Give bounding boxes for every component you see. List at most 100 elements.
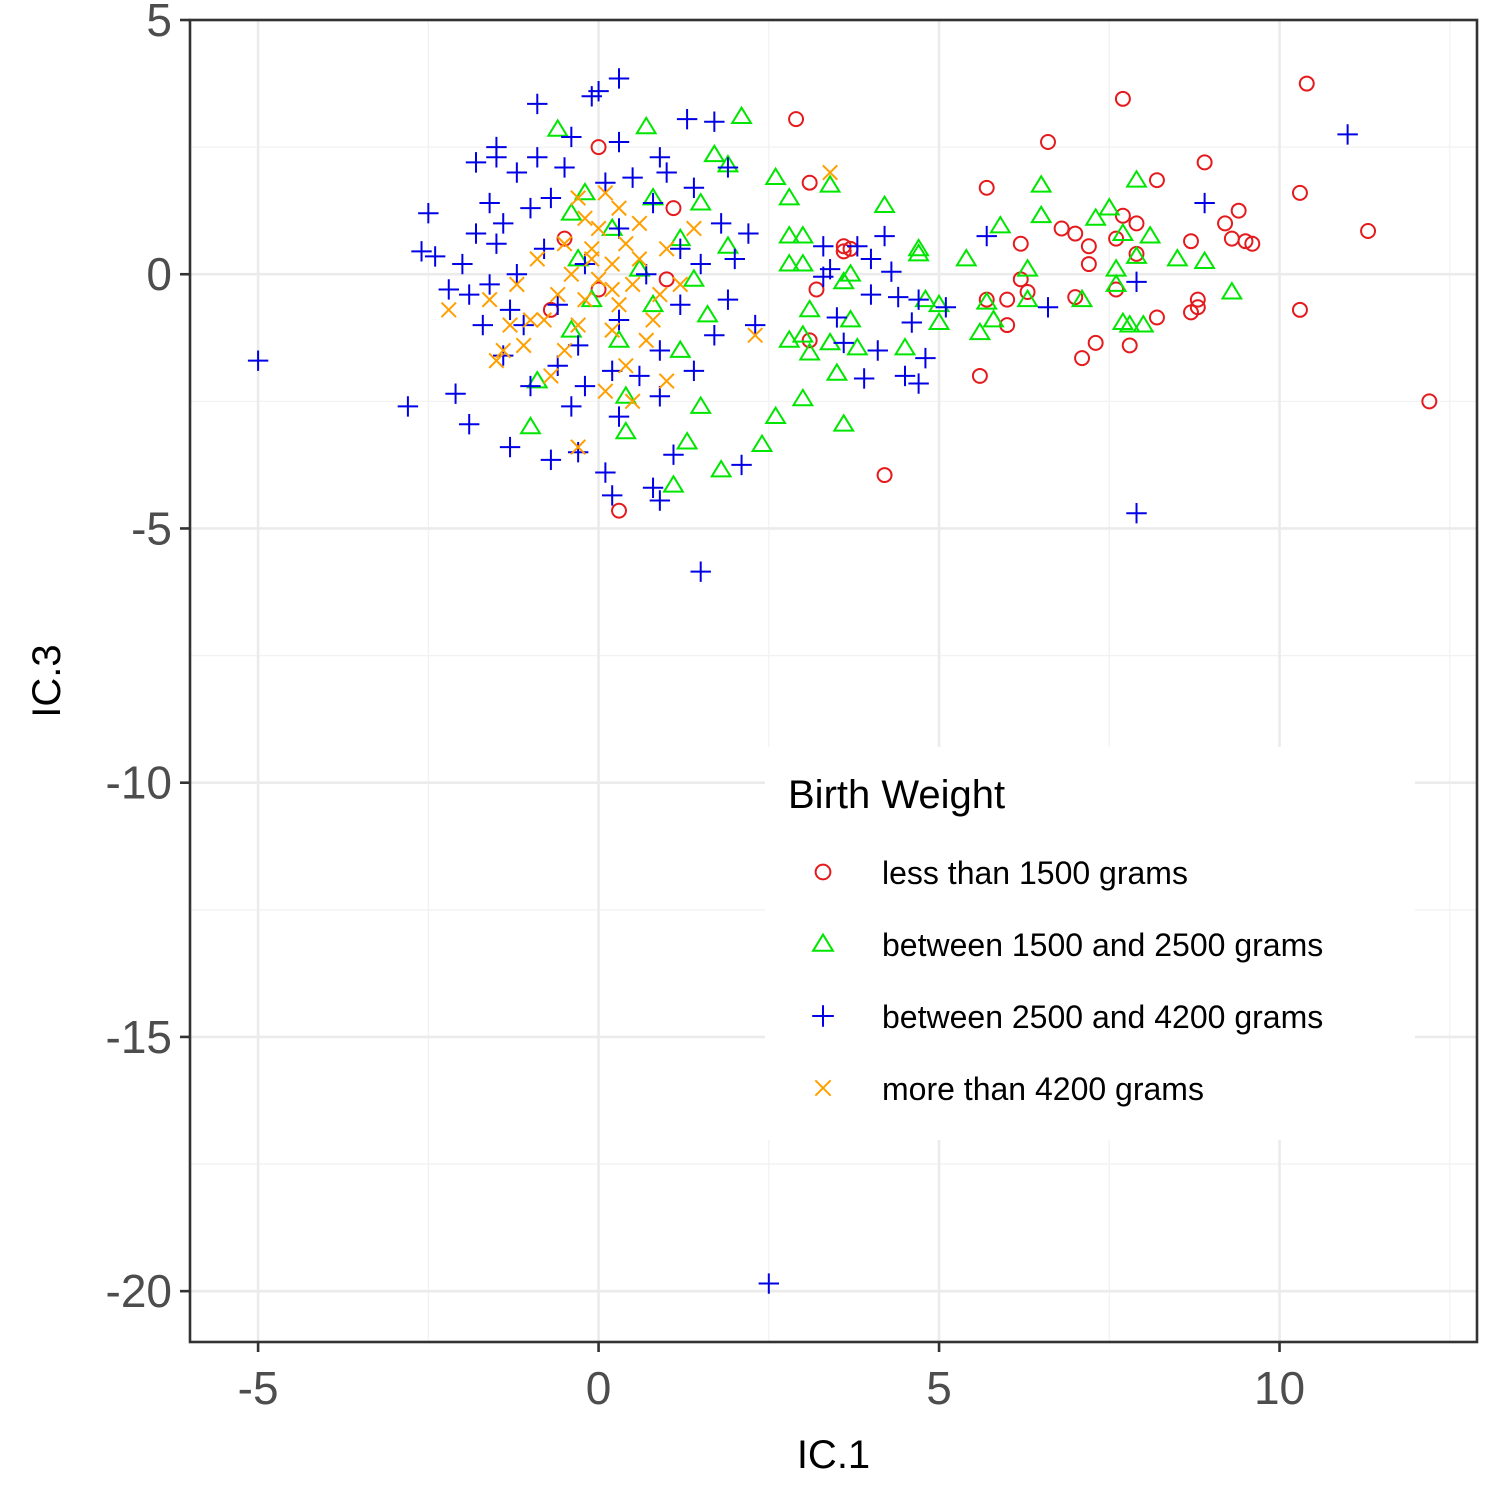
data-point xyxy=(658,271,675,288)
data-point xyxy=(978,179,995,196)
data-point xyxy=(499,299,521,321)
data-point xyxy=(656,162,677,183)
data-point xyxy=(1291,184,1308,201)
data-point xyxy=(561,396,582,417)
data-point xyxy=(440,301,457,318)
data-point xyxy=(778,187,801,206)
data-point xyxy=(635,115,658,135)
data-point xyxy=(1098,197,1121,216)
data-point xyxy=(860,248,882,270)
x-tick-label: -5 xyxy=(238,1362,279,1414)
legend-title: Birth Weight xyxy=(788,773,1005,817)
data-point xyxy=(608,131,630,153)
data-point xyxy=(649,147,671,168)
data-point xyxy=(813,236,834,257)
data-point xyxy=(976,225,997,247)
data-point xyxy=(791,387,815,407)
data-point xyxy=(881,261,902,282)
data-point xyxy=(1138,225,1162,244)
data-point xyxy=(1067,289,1084,306)
data-point xyxy=(560,202,583,221)
data-point xyxy=(744,314,766,336)
data-point xyxy=(508,276,525,293)
data-point xyxy=(710,213,732,234)
data-point xyxy=(798,342,821,361)
data-point xyxy=(1337,124,1358,145)
legend-key-circle xyxy=(814,863,832,881)
data-point xyxy=(622,167,643,188)
series-triangle xyxy=(519,105,1244,493)
data-point xyxy=(672,276,689,293)
data-point xyxy=(717,157,739,178)
data-point xyxy=(520,197,541,219)
data-point xyxy=(547,355,568,376)
data-point xyxy=(822,164,839,181)
data-point xyxy=(573,182,597,201)
data-point xyxy=(1087,334,1104,351)
data-point xyxy=(560,319,583,338)
legend-key-plus xyxy=(812,1005,834,1027)
data-point xyxy=(1194,192,1215,214)
data-point xyxy=(731,454,752,476)
data-point xyxy=(1030,174,1053,193)
data-point xyxy=(1193,250,1216,269)
data-point xyxy=(1126,503,1147,524)
data-point xyxy=(595,172,616,193)
data-point xyxy=(788,111,805,128)
data-point xyxy=(874,225,895,247)
data-point xyxy=(1070,288,1094,308)
data-point xyxy=(670,238,691,260)
data-point xyxy=(658,373,675,389)
data-point xyxy=(499,436,521,458)
data-point xyxy=(662,474,685,493)
data-point xyxy=(839,263,862,282)
data-point xyxy=(617,235,634,252)
data-point xyxy=(540,187,562,209)
data-point xyxy=(611,200,627,217)
data-point xyxy=(1108,230,1125,247)
data-point xyxy=(1183,233,1199,250)
data-point xyxy=(1074,350,1091,367)
data-point xyxy=(989,215,1012,234)
data-point xyxy=(750,433,774,452)
data-point xyxy=(791,253,815,272)
data-point xyxy=(764,405,787,425)
data-point xyxy=(690,561,711,582)
data-point xyxy=(999,317,1016,334)
data-point xyxy=(801,332,818,349)
data-point xyxy=(601,360,623,382)
data-point xyxy=(791,225,815,244)
data-point xyxy=(1298,75,1315,92)
data-point xyxy=(597,184,614,201)
data-point xyxy=(549,286,566,303)
data-point xyxy=(893,337,917,356)
data-point xyxy=(567,441,589,463)
data-point xyxy=(604,256,621,272)
data-point xyxy=(675,431,699,450)
data-point xyxy=(570,190,587,206)
legend-label: between 1500 and 2500 grams xyxy=(882,927,1323,963)
data-point xyxy=(813,266,834,287)
series-plus xyxy=(247,68,1358,1294)
data-point xyxy=(716,235,740,254)
data-point xyxy=(527,147,548,168)
data-point xyxy=(971,367,988,384)
data-point xyxy=(908,289,929,310)
data-point xyxy=(1291,301,1308,318)
data-point xyxy=(554,157,575,178)
data-point xyxy=(628,258,651,277)
data-point xyxy=(563,266,580,283)
data-point xyxy=(982,309,1005,328)
data-point xyxy=(778,253,801,272)
data-points xyxy=(247,68,1438,1294)
data-point xyxy=(1125,245,1148,264)
data-point xyxy=(556,235,573,252)
data-point xyxy=(689,192,712,211)
data-point xyxy=(608,406,630,427)
data-point xyxy=(832,271,855,290)
data-point xyxy=(876,467,893,484)
data-point xyxy=(597,383,614,400)
data-point xyxy=(1114,90,1131,107)
data-point xyxy=(458,414,480,435)
